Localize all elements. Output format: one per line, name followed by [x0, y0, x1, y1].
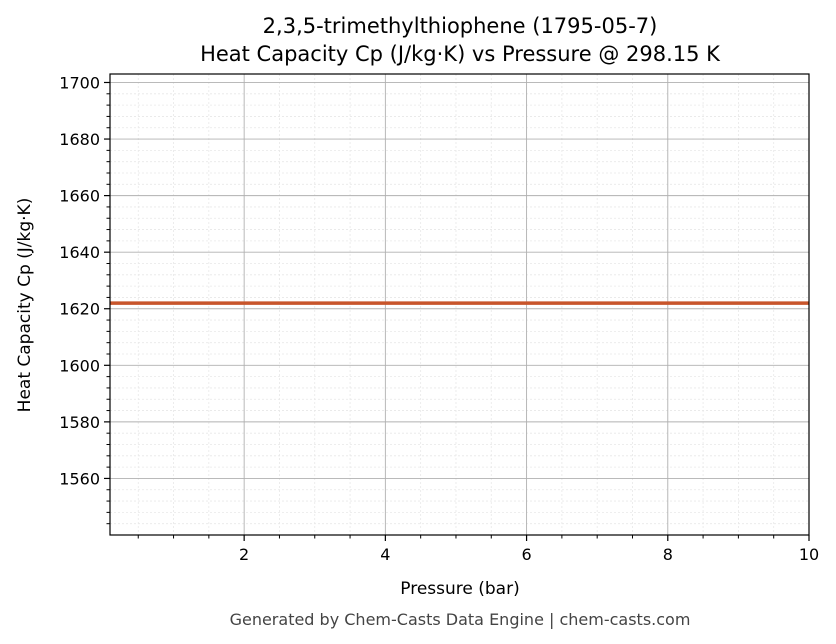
y-tick-label: 1640	[59, 243, 100, 262]
y-axis-label: Heat Capacity Cp (J/kg·K)	[15, 198, 35, 413]
x-axis-label: Pressure (bar)	[400, 579, 519, 599]
minor-grid	[110, 74, 809, 535]
y-tick-label: 1700	[59, 73, 100, 92]
x-tick-label: 10	[799, 545, 819, 564]
y-tick-label: 1620	[59, 300, 100, 319]
y-tick-label: 1600	[59, 356, 100, 375]
x-tick-labels: 2 4 6 8 10	[239, 545, 819, 564]
y-tick-label: 1660	[59, 187, 100, 206]
x-tick-label: 4	[380, 545, 390, 564]
chart-title: 2,3,5-trimethylthiophene (1795-05-7)	[263, 14, 658, 38]
y-tick-label: 1680	[59, 130, 100, 149]
y-tick-labels: 1560 1580 1600 1620 1640 1660 1680 1700	[59, 73, 100, 488]
y-tick-label: 1560	[59, 469, 100, 488]
y-tick-label: 1580	[59, 413, 100, 432]
chart-subtitle: Heat Capacity Cp (J/kg·K) vs Pressure @ …	[200, 42, 721, 66]
footer-credit: Generated by Chem-Casts Data Engine | ch…	[230, 610, 691, 629]
plot-frame	[109, 73, 810, 536]
ticks	[104, 81, 810, 541]
x-tick-label: 8	[663, 545, 673, 564]
x-tick-label: 6	[521, 545, 531, 564]
x-tick-label: 2	[239, 545, 249, 564]
